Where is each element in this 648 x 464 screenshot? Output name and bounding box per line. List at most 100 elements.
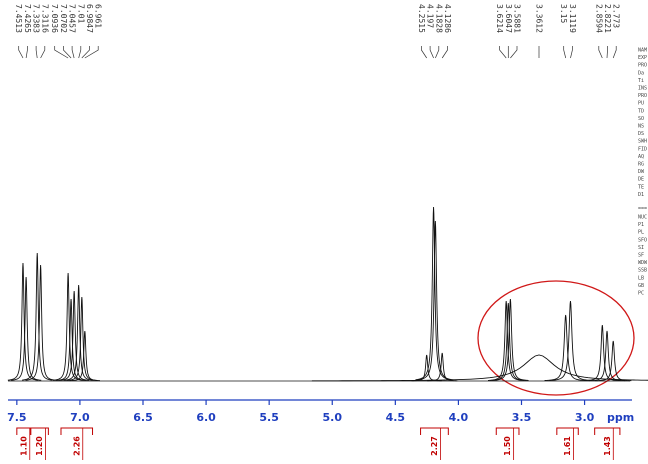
peak-label-leader [25,46,28,59]
param-separator: === [638,206,647,212]
param-name: TE [638,184,644,190]
peak-label-leader [18,46,24,59]
peak-label: 7.4513 [14,4,23,33]
peak-label-leader [429,46,434,59]
param-name: DW [638,169,645,175]
peak [492,298,529,381]
peak-label-leader [421,46,427,59]
x-axis-label: ppm [607,411,634,424]
param-name: D1 [638,192,644,198]
param-name: LB [638,275,644,281]
param-name: DE [638,177,644,183]
x-tick-label: 7.0 [70,411,90,424]
peak-label-leader [35,46,38,59]
peak-label: 2.773 [612,4,621,28]
peak-label: 3.15 [559,4,568,23]
param-name: P1 [638,222,644,228]
peak-label: 7.0702 [59,4,68,33]
param-name: Ti [638,78,644,84]
x-tick-label: 7.5 [7,411,27,424]
peak [584,324,621,382]
peak-label: 7.3383 [32,4,41,33]
param-name: PL [638,230,644,236]
peak-label: 7.3116 [40,4,49,33]
integral-value: 1.10 [19,436,28,456]
peak [7,262,39,381]
peak-label: 7.0936 [50,4,59,33]
peak [588,330,626,382]
param-name: INS [638,86,647,92]
x-tick-label: 5.5 [259,411,279,424]
peak-label: 7.0457 [68,4,77,33]
peak-label-leader [71,46,75,59]
param-name: FID [638,146,647,152]
param-name: NS [638,124,644,130]
integral-value: 1.50 [503,436,512,456]
peak [10,276,42,381]
peak [25,264,56,381]
peak [311,354,648,382]
peak [595,340,632,382]
peak-label: 4.2515 [417,4,426,33]
peak-label: 3.1119 [568,4,577,33]
integral-value: 2.26 [72,436,81,456]
peak-label: 4.197 [426,4,435,28]
integral-bracket [556,427,579,435]
param-name: PRO [638,93,647,99]
peak-label-leader [563,46,567,59]
param-name: Da [638,70,644,76]
peak [490,302,527,381]
integral-bracket [30,427,49,435]
peak-label: 3.6214 [495,4,504,33]
peak [69,330,101,382]
peak-label: 6.9847 [85,4,94,33]
param-name: SFO [638,237,647,243]
peak-label-leader [510,46,518,59]
peak [549,300,592,381]
peak-label: 4.1286 [443,4,452,33]
peak-label: 2.8221 [603,4,612,33]
peak-label-leader [84,46,99,59]
param-name: PU [638,101,644,107]
integral-bracket [420,427,449,435]
integral-bracket [495,427,520,435]
param-name: RG [638,162,644,168]
param-name: AQ [638,154,644,160]
integral-value: 2.27 [430,436,439,456]
peak-label: 2.8594 [594,4,603,33]
peak-label-leader [81,46,90,59]
peak-label: 3.5881 [513,4,522,33]
peak-label-leader [612,46,617,59]
x-tick-label: 4.5 [386,411,406,424]
param-name: DS [638,131,644,137]
peak-label-leader [598,46,603,59]
x-tick-label: 4.0 [449,411,469,424]
param-name: SF [638,253,644,259]
peak-label: 3.6047 [504,4,513,33]
param-name: TD [638,108,644,114]
peak-label-leader [435,46,440,59]
integral-value: 1.43 [603,436,612,456]
peak-label: 4.1828 [434,4,443,33]
peak [22,252,53,381]
integral-bracket [60,427,94,435]
peak [58,290,90,381]
peak-label: 3.3612 [535,4,544,33]
peak-label: 7.4265 [23,4,32,33]
peak-label-leader [499,46,507,59]
integral-value: 1.20 [35,436,44,456]
x-tick-label: 5.0 [322,411,342,424]
param-name: SSB [638,268,647,274]
param-name: SI [638,245,644,251]
x-tick-label: 3.0 [575,411,595,424]
param-name: NAM [638,48,647,54]
highlight-ellipse [477,280,635,396]
peak-label-leader [78,46,82,59]
peak-label-leader [570,46,573,59]
integral-bracket [594,427,621,435]
param-name: EXP [638,55,647,61]
x-tick-label: 6.0 [196,411,216,424]
peak [417,220,454,381]
peak-label: 6.961 [94,4,103,28]
